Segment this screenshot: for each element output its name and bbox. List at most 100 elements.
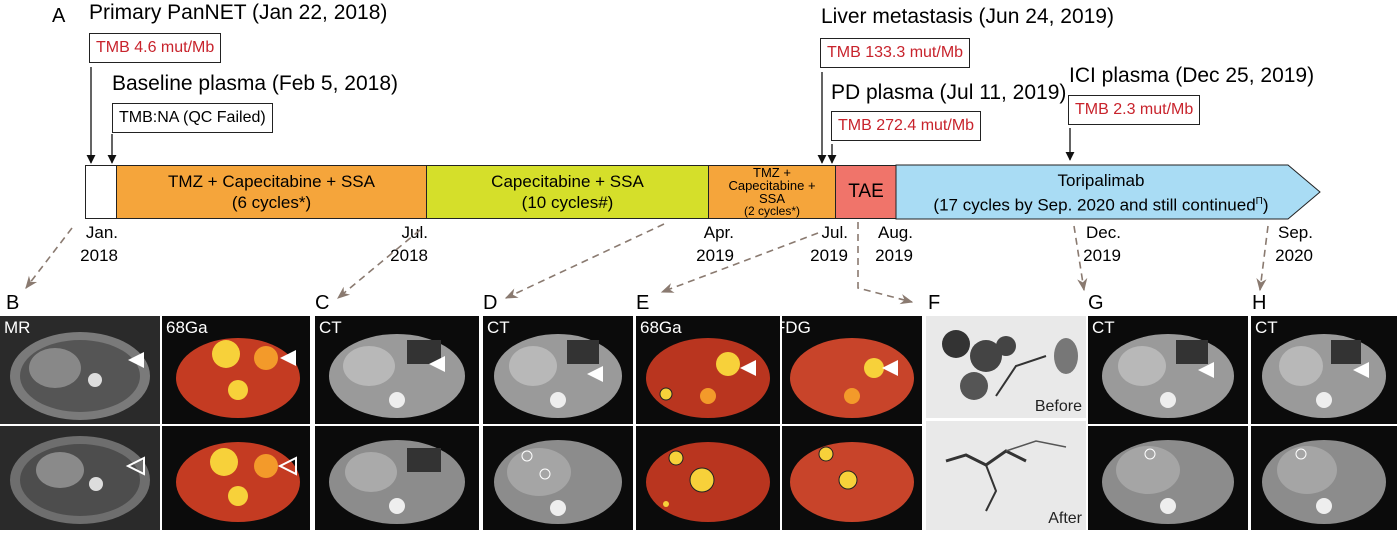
event-pointer-arrows	[86, 67, 1075, 164]
scan-label-ct: CT	[1255, 318, 1278, 337]
scan-label-ct: CT	[487, 318, 510, 337]
date-year: 2019	[875, 246, 913, 265]
ct-abdomen-shape	[329, 334, 465, 418]
panel-g-ct-bottom	[1088, 426, 1248, 530]
mr-abdomen-shape	[10, 436, 150, 524]
panel-d-ct-top: CT	[483, 316, 633, 424]
timeline-segment-cap-ssa: Capecitabine + SSA (10 cycles#)	[426, 165, 709, 219]
ct-abdomen-shape	[1102, 334, 1234, 418]
segment-label: TAE	[848, 181, 884, 202]
primary-event-title: Primary PanNET (Jan 22, 2018)	[89, 1, 388, 24]
scan-label-mr: MR	[4, 318, 31, 337]
date-jul-2018: Jul. 2018	[370, 221, 428, 267]
date-year: 2018	[80, 246, 118, 265]
date-year: 2018	[390, 246, 428, 265]
panel-h-ct-top: CT	[1251, 316, 1397, 424]
segment-sublabel: (10 cycles#)	[521, 193, 614, 212]
date-year: 2019	[810, 246, 848, 265]
ct-abdomen-shape	[1262, 440, 1386, 524]
connector-to-b	[25, 227, 73, 290]
connector-to-d	[504, 223, 665, 299]
ct-abdomen-shape	[494, 440, 622, 524]
primary-tmb-box: TMB 4.6 mut/Mb	[89, 33, 222, 63]
segment-label: TMZ + Capecitabine + SSA	[168, 172, 375, 191]
after-label: After	[1048, 510, 1082, 527]
scan-label-ct: CT	[319, 318, 342, 337]
date-month: Apr.	[703, 223, 734, 242]
date-jan-2018: Jan. 2018	[60, 221, 118, 267]
ct-abdomen-shape	[1262, 334, 1386, 418]
panel-label-h: H	[1252, 292, 1267, 314]
date-year: 2020	[1275, 246, 1313, 265]
segment-label: Capecitabine +	[728, 178, 816, 193]
pd-tmb-box: TMB 272.4 mut/Mb	[831, 111, 982, 141]
ct-abdomen-shape	[329, 440, 465, 524]
panel-b-ga-bottom	[162, 426, 310, 530]
segment-label: Toripalimab	[1057, 171, 1145, 190]
connector-to-h	[1256, 225, 1269, 292]
segment-label: Capecitabine + SSA	[491, 172, 644, 191]
ici-event-title: ICI plasma (Dec 25, 2019)	[1069, 64, 1315, 87]
date-month: Jul.	[821, 223, 848, 242]
connector-to-c	[337, 229, 421, 299]
connector-to-e	[660, 232, 819, 293]
date-month: Jan.	[85, 223, 118, 242]
panel-label-a: A	[52, 5, 66, 27]
segment-sublabel-end: )	[1262, 195, 1269, 215]
timeline-segment-tmz-cap-ssa-2: TMZ + Capecitabine + SSA (2 cycles*)	[708, 165, 836, 219]
panel-label-d: D	[483, 292, 498, 314]
pet-abdomen-shape	[176, 338, 300, 418]
panel-label-e: E	[636, 292, 650, 314]
panel-e-ga-top: 68Ga	[636, 316, 780, 424]
panel-label-b: B	[6, 292, 20, 314]
date-aug-2019: Aug. 2019	[855, 221, 913, 267]
date-year: 2019	[696, 246, 734, 265]
connector-to-f	[857, 222, 914, 305]
pet-abdomen-shape	[176, 442, 300, 522]
segment-label: SSA	[758, 191, 785, 206]
date-apr-2019: Apr. 2019	[676, 221, 734, 267]
dashed-scan-connectors	[25, 222, 1269, 305]
panel-f-angio-after: After	[926, 421, 1086, 530]
scan-label-ga: 68Ga	[640, 318, 682, 337]
baseline-event-title: Baseline plasma (Feb 5, 2018)	[112, 72, 398, 95]
timeline-segment-tae: TAE	[835, 165, 897, 219]
toripalimab-label: Toripalimab (17 cycles by Sep. 2020 and …	[896, 170, 1306, 216]
pet-abdomen-shape	[790, 338, 914, 418]
connector-to-g	[1073, 225, 1088, 292]
panel-h-ct-bottom	[1251, 426, 1397, 530]
date-jul-2019: Jul. 2019	[790, 221, 848, 267]
scan-label-ct: CT	[1092, 318, 1115, 337]
pet-abdomen-shape	[646, 442, 770, 522]
segment-sublabel: (2 cycles*)	[743, 204, 800, 218]
date-month: Aug.	[878, 223, 913, 242]
date-month: Sep.	[1278, 223, 1313, 242]
panel-f-angio-before: Before	[926, 316, 1086, 418]
mr-abdomen-shape	[10, 332, 150, 420]
panel-g-ct-top: CT	[1088, 316, 1248, 424]
date-year: 2019	[1083, 246, 1121, 265]
panel-b-mr-top: MR	[0, 316, 160, 424]
pet-abdomen-shape	[790, 442, 914, 522]
panel-c-ct-bottom	[315, 426, 479, 530]
before-label: Before	[1034, 398, 1082, 415]
liver-event-title: Liver metastasis (Jun 24, 2019)	[821, 5, 1114, 28]
segment-sublabel: (6 cycles*)	[231, 193, 312, 212]
date-month: Jul.	[401, 223, 428, 242]
scan-label-fdg: 18FDG	[782, 318, 811, 337]
ct-abdomen-shape	[1102, 440, 1234, 524]
panel-d-ct-bottom	[483, 426, 633, 530]
angiography-vessels	[945, 440, 1067, 512]
segment-mark: Π	[1255, 196, 1263, 207]
panel-label-f: F	[928, 292, 941, 314]
scan-label-ga: 68Ga	[166, 318, 208, 337]
panel-e-fdg-top: 18FDG	[782, 316, 922, 424]
panel-label-c: C	[315, 292, 330, 314]
pet-abdomen-shape	[646, 338, 770, 418]
angiography-vessels	[942, 330, 1078, 400]
segment-label: TMZ +	[753, 165, 791, 180]
segment-sublabel-text: (17 cycles by Sep. 2020 and still contin…	[933, 195, 1256, 215]
pd-event-title: PD plasma (Jul 11, 2019)	[831, 81, 1067, 104]
